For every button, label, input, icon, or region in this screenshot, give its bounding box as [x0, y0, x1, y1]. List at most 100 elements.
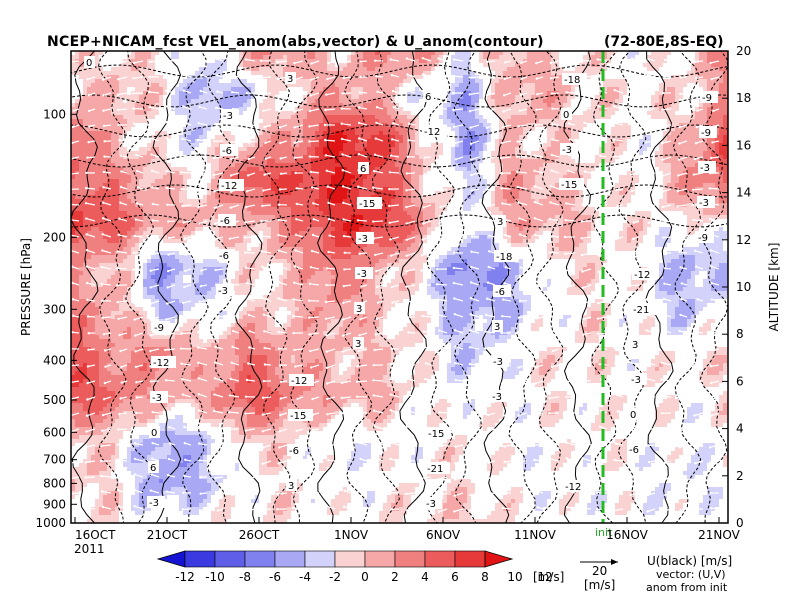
contour-label: -12 — [632, 268, 657, 281]
contour-label: 3 — [492, 320, 503, 333]
colorbar-arrow-low — [156, 550, 186, 568]
chart-region: (72-80E,8S-EQ) — [604, 34, 724, 50]
x-tick-label: 16NOV — [606, 528, 648, 542]
contour-label: -12 — [219, 179, 244, 192]
y-axis-altitude: 0 2 4 6 8 10 12 14 16 18 20 — [722, 44, 751, 530]
y-axis-pressure: 100 200 300 400 500 600 700 800 900 1000 — [35, 107, 77, 530]
contour-label: -9 — [699, 126, 717, 139]
colorbar-tick-label: -10 — [205, 570, 225, 584]
contour-label: -15 — [357, 197, 382, 210]
contour-label: -3 — [355, 267, 373, 280]
contour-label: 0 — [84, 56, 95, 69]
y-tick-label-pressure: 300 — [43, 302, 66, 316]
contour-label: 0 — [561, 108, 572, 121]
colorbar-segment — [244, 550, 276, 568]
y-axis-title-right: ALTITUDE [km] — [767, 243, 781, 332]
contour-label: 0 — [149, 426, 160, 439]
contour-label: -12 — [422, 125, 447, 138]
colorbar-tick-label: -8 — [239, 570, 251, 584]
contour-label: 6 — [358, 162, 369, 175]
y-tick-label-altitude: 14 — [736, 186, 751, 200]
colorbar-segment — [424, 550, 456, 568]
y-tick-label-altitude: 20 — [736, 44, 751, 58]
colorbar: -12 -10 -8 -6 -4 -2 0 2 4 6 8 10 12 — [156, 550, 553, 584]
heatmap-field — [71, 51, 728, 523]
y-tick-label-pressure: 100 — [43, 107, 66, 121]
y-tick-label-pressure: 900 — [43, 497, 66, 511]
colorbar-segment — [394, 550, 426, 568]
colorbar-segment — [304, 550, 336, 568]
contour-label: -3 — [697, 196, 715, 209]
y-tick-label-altitude: 2 — [736, 469, 744, 483]
colorbar-segment — [454, 550, 486, 568]
contour-label: -6 — [627, 443, 645, 456]
y-tick-label-pressure: 600 — [43, 425, 66, 439]
contour-label: 3 — [495, 215, 506, 228]
contour-label: -3 — [221, 109, 239, 122]
contour-label: 3 — [353, 337, 364, 350]
colorbar-segment — [364, 550, 396, 568]
colorbar-segment — [274, 550, 306, 568]
y-tick-label-pressure: 1000 — [35, 516, 66, 530]
contour-label: -18 — [562, 73, 587, 86]
colorbar-tick-label: 4 — [421, 570, 429, 584]
contour-label: 3 — [354, 302, 365, 315]
legend-line-2: vector: (U,V) — [656, 568, 726, 581]
contour-label: -12 — [151, 356, 176, 369]
x-tick-label: 16OCT — [75, 528, 116, 542]
colorbar-segment — [184, 550, 216, 568]
contour-label: -6 — [220, 144, 238, 157]
contour-label: 6 — [148, 461, 159, 474]
contour-label: -6 — [493, 285, 511, 298]
contour-label: -3 — [490, 390, 508, 403]
legend-line-1: U(black) [m/s] — [647, 554, 732, 568]
y-tick-label-altitude: 0 — [736, 516, 744, 530]
colorbar-tick-label: 8 — [481, 570, 489, 584]
contour-label: -3 — [560, 143, 578, 156]
x-tick-label: 6NOV — [426, 528, 461, 542]
colorbar-tick-label: 2 — [391, 570, 399, 584]
contour-labels: 0 -3 6 3 -12 -9 -12 -15 -12 -9 -6 -15 -18 -21 -12 -15 -2… — [84, 56, 718, 510]
contour-label: 3 — [630, 338, 641, 351]
y-tick-label-pressure: 800 — [43, 476, 66, 490]
contour-label: -6 — [218, 214, 236, 227]
contour-label: -3 — [147, 496, 165, 509]
contour-label: -3 — [424, 497, 442, 510]
colorbar-tick-label: -2 — [329, 570, 341, 584]
contour-label: -3 — [629, 373, 647, 386]
y-tick-label-altitude: 16 — [736, 138, 751, 152]
y-tick-label-pressure: 500 — [43, 393, 66, 407]
contour-label: -9 — [152, 321, 170, 334]
x-axis: 16OCT 21OCT 26OCT 1NOV 6NOV 11NOV 16NOV 21NOV — [74, 517, 741, 542]
contour-label: -6 — [217, 249, 235, 262]
chart-title: NCEP+NICAM_fcst VEL_anom(abs,vector) & U… — [47, 34, 544, 50]
contour-label: 6 — [423, 90, 434, 103]
contour-label: 3 — [286, 479, 297, 492]
contour-label: -21 — [425, 462, 450, 475]
contour-label: -12 — [289, 374, 314, 387]
contour-label: -12 — [563, 480, 588, 493]
x-tick-label: 26OCT — [239, 528, 280, 542]
legend-line-3: anom from init — [646, 581, 728, 594]
contour-label: -15 — [559, 178, 584, 191]
colorbar-tick-label: -6 — [269, 570, 281, 584]
colorbar-tick-label: 0 — [361, 570, 369, 584]
colorbar-tick-label: -12 — [175, 570, 195, 584]
x-tick-label: 21NOV — [698, 528, 740, 542]
colorbar-unit: [m/s] — [533, 570, 564, 584]
vector-legend-unit: [m/s] — [584, 578, 615, 592]
colorbar-segment — [214, 550, 246, 568]
vector-legend-value: 20 — [592, 564, 607, 578]
colorbar-arrow-high — [484, 550, 514, 568]
contour-label: -3 — [356, 232, 374, 245]
x-tick-label: 11NOV — [514, 528, 556, 542]
colorbar-tick-label: 10 — [507, 570, 522, 584]
vector-legend-arrowhead — [611, 559, 618, 565]
contour-label: -18 — [494, 250, 519, 263]
contour-label: -3 — [491, 355, 509, 368]
init-label: init — [595, 526, 613, 539]
contour-label: -15 — [288, 409, 313, 422]
colorbar-tick-label: 12 — [537, 570, 552, 584]
y-tick-label-altitude: 10 — [736, 280, 751, 294]
y-tick-label-pressure: 200 — [43, 230, 66, 244]
